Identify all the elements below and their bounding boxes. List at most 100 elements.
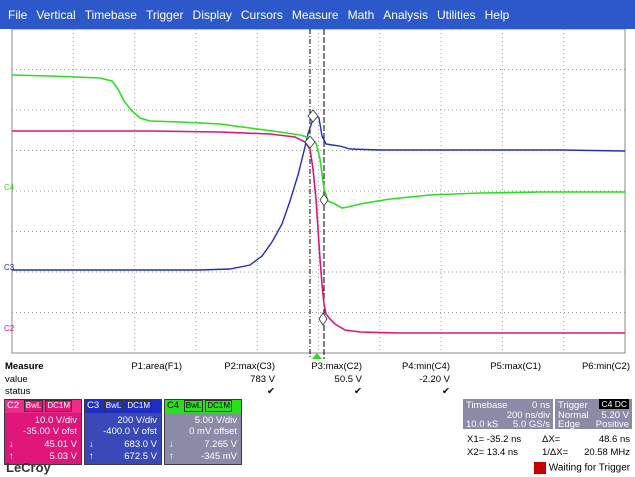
timebase-label: Timebase: [466, 400, 508, 411]
c2-offset: -35.00 V ofst: [23, 426, 77, 437]
cursor-marker-c2-top: [319, 193, 329, 207]
param-p4-name[interactable]: P4:min(C4): [401, 361, 450, 372]
channel-marker-c2: C2: [4, 324, 15, 333]
measure-status-row: status ✔ ✔ ✔: [0, 386, 635, 398]
channel-descriptor-c4[interactable]: C4 BwL DC1M 5.00 V/div 0 mV offset ↓ 7.26…: [164, 399, 242, 465]
menu-trigger[interactable]: Trigger: [145, 7, 184, 22]
waveform-display[interactable]: C4 C3 C2: [0, 29, 635, 359]
channel-descriptor-c3[interactable]: C3 BwL DC1M 200 V/div -400.0 V ofst ↓ 683…: [84, 399, 162, 465]
menu-cursors[interactable]: Cursors: [240, 7, 283, 22]
channel-descriptor-c2[interactable]: C2 BwL DC1M 10.0 V/div -35.00 V ofst ↓ 45…: [4, 399, 82, 465]
timebase-delay: 0 ns: [532, 400, 550, 411]
cursor-x1-readout: X1= -35.2 ns: [467, 434, 522, 445]
c3-coupling-chip: DC1M: [125, 400, 153, 412]
cursor-markers[interactable]: [304, 109, 329, 326]
measure-header-row: Measure P1:area(F1) P2:max(C3) P3:max(C2…: [0, 361, 635, 373]
cursor-inv-dx-label: 1/ΔX=: [542, 447, 569, 458]
c4-cursor2-value: -345 mV: [201, 451, 237, 462]
grid: [11, 29, 626, 354]
menu-utilities[interactable]: Utilities: [436, 7, 476, 22]
param-p2-status-check-icon: ✔: [267, 386, 275, 397]
trace-c4: [11, 74, 625, 209]
channel-marker-c3: C3: [4, 263, 15, 272]
menu-display[interactable]: Display: [192, 7, 232, 22]
c3-cursor2-value: 672.5 V: [124, 451, 157, 462]
c3-label: C3: [87, 400, 100, 411]
trigger-descriptor[interactable]: Trigger C4 DC Normal 5.20 V Edge Positiv…: [555, 399, 632, 430]
trigger-level: 5.20 V: [601, 410, 629, 421]
cursor-inv-dx-value: 20.58 MHz: [584, 447, 630, 458]
c2-cursor2-arrow-icon: ↑: [9, 451, 14, 462]
c4-vdiv: 5.00 V/div: [194, 415, 237, 426]
param-p3-status-check-icon: ✔: [354, 386, 362, 397]
timebase-rate: 5.0 GS/s: [513, 419, 550, 430]
param-p4-value: -2.20 V: [419, 374, 450, 385]
status-row-label: status: [5, 386, 31, 397]
c3-vdiv: 200 V/div: [117, 415, 157, 426]
c3-cursor1-value: 683.0 V: [124, 439, 157, 450]
param-p6-name[interactable]: P6:min(C2): [581, 361, 630, 372]
timebase-tdiv: 200 ns/div: [506, 410, 550, 421]
menu-bar: File Vertical Timebase Trigger Display C…: [0, 0, 635, 29]
menu-vertical[interactable]: Vertical: [36, 7, 76, 22]
menu-measure[interactable]: Measure: [291, 7, 339, 22]
menu-analysis[interactable]: Analysis: [383, 7, 428, 22]
c2-bwl-chip: BwL: [23, 400, 44, 412]
cursor-dx-label: ΔX=: [542, 434, 561, 445]
c2-cursor1-arrow-icon: ↓: [9, 439, 14, 450]
timebase-descriptor[interactable]: Timebase 0 ns 200 ns/div 10.0 kS 5.0 GS/…: [463, 399, 553, 430]
c2-vdiv: 10.0 V/div: [34, 415, 77, 426]
trigger-status-indicator-icon: [534, 462, 546, 474]
value-row-label: value: [5, 374, 28, 385]
c3-bwl-chip: BwL: [103, 400, 124, 412]
cursor-readout: X1= -35.2 ns ΔX= 48.6 ns X2= 13.4 ns 1/Δ…: [463, 431, 633, 461]
trigger-edge: Edge: [558, 419, 581, 430]
c4-cursor1-arrow-icon: ↓: [169, 439, 174, 450]
c4-cursor1-value: 7.265 V: [204, 439, 237, 450]
menu-help[interactable]: Help: [484, 7, 510, 22]
cursor-lines[interactable]: [309, 29, 325, 359]
cursor-marker-c4: [304, 135, 316, 149]
acquisition-status: Waiting for Trigger: [534, 462, 632, 476]
c3-offset: -400.0 V ofst: [103, 426, 157, 437]
param-p3-name[interactable]: P3:max(C2): [311, 361, 362, 372]
trigger-mode: Normal: [558, 410, 589, 421]
trace-c3: [12, 113, 626, 271]
param-p5-name[interactable]: P5:max(C1): [490, 361, 541, 372]
c2-label: C2: [7, 400, 20, 411]
c4-coupling-chip: DC1M: [205, 400, 233, 412]
c4-offset: 0 mV offset: [189, 426, 237, 437]
param-p4-status-check-icon: ✔: [442, 386, 450, 397]
param-p3-value: 50.5 V: [334, 374, 362, 385]
param-p2-value: 783 V: [250, 374, 275, 385]
c4-cursor2-arrow-icon: ↑: [169, 451, 174, 462]
c3-cursor2-arrow-icon: ↑: [89, 451, 94, 462]
menu-timebase[interactable]: Timebase: [84, 7, 137, 22]
measure-table[interactable]: Measure P1:area(F1) P2:max(C3) P3:max(C2…: [0, 359, 635, 401]
trace-c2: [12, 130, 625, 334]
trigger-source-badge: C4 DC: [599, 399, 629, 409]
cursor-x2-readout: X2= 13.4 ns: [467, 447, 518, 458]
c3-cursor1-arrow-icon: ↓: [89, 439, 94, 450]
measure-title: Measure: [5, 361, 44, 372]
c2-cursor2-value: 5.03 V: [49, 451, 77, 462]
c4-bwl-chip: BwL: [183, 400, 204, 412]
c2-header: C2 BwL DC1M: [5, 400, 81, 413]
trigger-label: Trigger: [558, 400, 588, 411]
param-p1-name[interactable]: P1:area(F1): [131, 361, 182, 372]
measure-value-row: value 783 V 50.5 V -2.20 V: [0, 374, 635, 386]
status-text: Waiting for Trigger: [548, 462, 631, 474]
c2-cursor1-value: 45.01 V: [44, 439, 77, 450]
trigger-slope: Positive: [595, 419, 629, 430]
menu-math[interactable]: Math: [347, 7, 375, 22]
menu-file[interactable]: File: [8, 7, 28, 22]
channel-marker-c4: C4: [4, 183, 15, 192]
c3-header: C3 BwL DC1M: [85, 400, 161, 413]
timebase-samples: 10.0 kS: [466, 419, 499, 430]
cursor-dx-value: 48.6 ns: [598, 434, 630, 445]
param-p2-name[interactable]: P2:max(C3): [224, 361, 275, 372]
c4-label: C4: [167, 400, 180, 411]
c2-coupling-chip: DC1M: [45, 400, 73, 412]
lecroy-logo: LeCroy: [6, 460, 51, 475]
c4-header: C4 BwL DC1M: [165, 400, 241, 413]
